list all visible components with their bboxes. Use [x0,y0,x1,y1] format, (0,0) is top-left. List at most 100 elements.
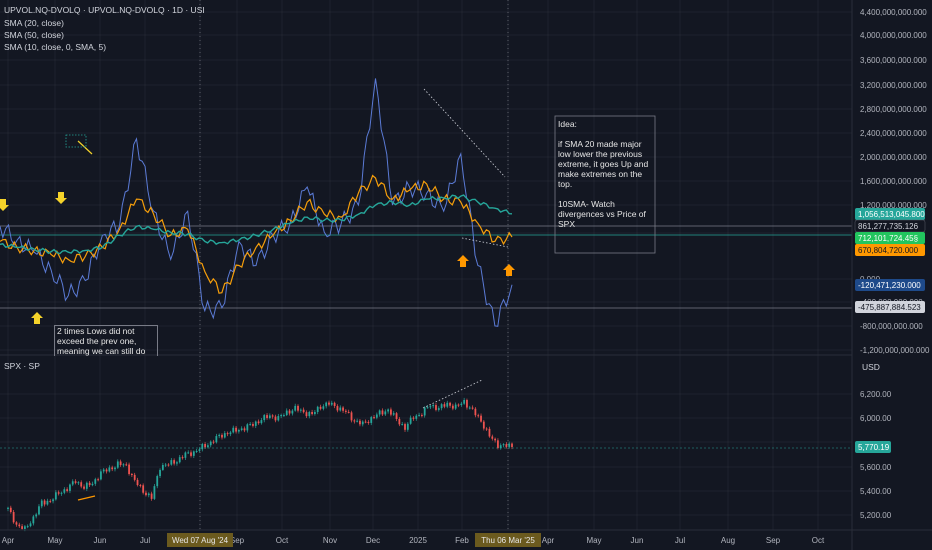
candle-body [277,416,280,421]
x-tick-label: Jun [94,536,107,545]
indicator-sma50[interactable]: SMA (50, close) [4,30,64,40]
candle-body [415,415,418,419]
arrow-up-icon [457,255,469,267]
price-label-text: 1,056,513,045.800 [858,210,925,219]
candle-body [83,486,85,489]
idea-box-frame[interactable] [554,115,656,254]
price-label[interactable]: 861,277,735.126 [854,219,926,233]
time-axis[interactable]: Apr May Jun Jul Sep Oct Nov Dec 2025 Feb Apr May Jun… [2,533,825,547]
indicator-sma10[interactable]: SMA (10, close, 0, SMA, 5) [4,42,107,52]
price-label[interactable]: 712,101,724.45§ [855,232,925,244]
trendline-yellow[interactable] [77,140,93,155]
candle-body [364,421,367,423]
candle-body [192,451,195,456]
y-tick-label: -800,000,000.000 [860,322,923,331]
price-label-bg [855,301,925,313]
candle-body [226,433,229,435]
candle-body [426,407,429,409]
price-label[interactable]: -120,471,230.000 [855,279,925,291]
candle-body [184,452,187,458]
candle-body [139,485,142,487]
indicator-sma20[interactable]: SMA (20, close) [4,18,64,28]
sma50-line[interactable] [0,194,513,255]
candle-body [463,399,466,404]
trendline-spx-top[interactable] [422,379,483,409]
x-tick-label: May [47,536,62,545]
candle-body [122,464,125,466]
candle-body [451,405,454,409]
candle-body [482,421,485,429]
date-badge-bg [475,533,541,547]
y-tick-label: 6,200.00 [860,390,892,399]
candle-body [342,407,344,411]
candle-body [390,409,392,415]
price-label[interactable]: -475,887,884.523 [855,301,925,313]
idea-box-text[interactable]: Idea: if SMA 20 made major low lower the… [558,119,654,229]
currency-label[interactable]: USD [862,362,880,372]
candle-body [443,404,446,407]
spx-last-price-label[interactable]: 5,770.19 [855,441,891,453]
candle-body [223,433,226,438]
candle-body [485,428,488,430]
candle-body [7,507,9,509]
x-tick-label: Sep [766,536,781,545]
candle-body [9,507,12,513]
candle-body [198,449,201,451]
lows-note[interactable]: 2 times Lows did not exceed the prev one… [54,325,158,356]
candle-body [308,412,311,417]
candle-body [46,500,49,505]
candle-body [23,526,26,529]
candle-body [187,452,190,454]
main-series-title[interactable]: UPVOL.NQ-DVOLQ · UPVOL.NQ-DVOLQ · 1D · U… [4,5,205,15]
candle-body [328,402,330,405]
date-badge[interactable]: Thu 06 Mar '25 [475,533,541,547]
y-tick-label: 4,400,000,000.000 [860,8,927,17]
trendline-divergence-top[interactable] [423,88,506,178]
last-price-bg [855,441,891,453]
highlight-rect[interactable] [65,134,87,148]
spx-pane-title[interactable]: SPX · SP [4,361,40,371]
candle-body [116,461,119,468]
candle-body [471,407,474,409]
candle-body [420,414,423,416]
candle-body [418,414,420,416]
candle-body [294,405,297,411]
candle-body [130,473,133,475]
candle-body [176,462,178,464]
y-axis-bottom: 6,200.00 6,000.00 5,600.00 5,400.00 5,200.00… [855,390,892,520]
candle-body [88,482,91,486]
sma20-line[interactable] [0,174,513,294]
candle-body [266,415,268,418]
date-badge[interactable]: Wed 07 Aug '24 [167,533,233,547]
candle-body [480,415,482,422]
candle-body [508,443,511,447]
candle-body [322,406,325,409]
spx-candles [7,397,513,532]
price-axis-bg[interactable] [852,0,932,550]
x-tick-label: Oct [812,536,825,545]
y-tick-label: 1,200,000,000.000 [860,201,927,210]
candle-body [21,526,23,529]
candle-body [119,461,122,466]
candle-body [12,512,15,523]
candle-body [395,413,398,419]
candle-body [43,500,46,505]
trendline-spx-orange[interactable] [77,495,96,501]
candle-body [263,415,266,421]
candle-body [57,492,60,494]
candle-body [100,471,102,480]
trendline-divergence-low[interactable] [461,237,509,248]
x-tick-label: Dec [366,536,380,545]
upvol-line[interactable] [0,78,513,327]
x-tick-label: May [586,536,601,545]
candle-body [466,399,468,408]
candle-body [195,450,198,452]
candle-body [159,469,161,477]
price-label[interactable]: 1,056,513,045.800 [855,208,925,220]
price-label[interactable]: 670,804,720.000 [855,244,925,256]
x-tick-label: Sep [230,536,245,545]
candle-body [69,484,71,491]
candle-body [145,492,147,496]
x-tick-label: Nov [323,536,337,545]
